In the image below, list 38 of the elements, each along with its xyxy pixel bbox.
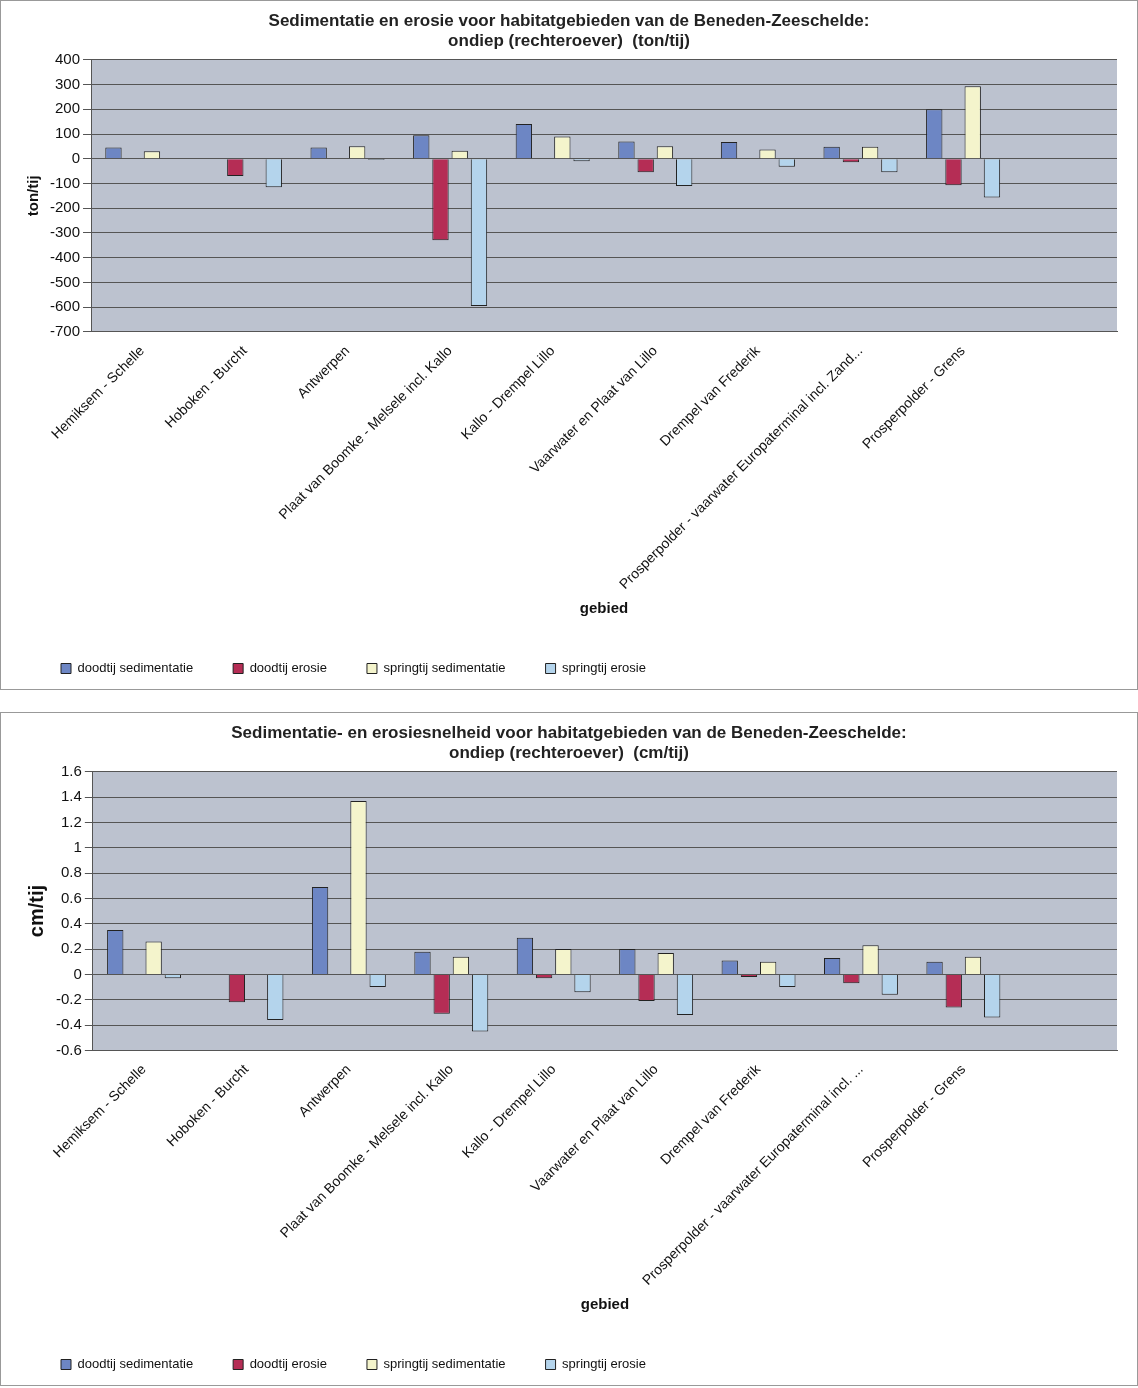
y-tick-label: -0.6	[55, 1040, 82, 1058]
y-tick-label: 1.4	[60, 787, 82, 805]
x-axis-title: gebied	[580, 1295, 630, 1313]
y-tick-label: 0.8	[60, 863, 82, 881]
y-tick-label: 400	[54, 49, 81, 67]
legend-label: springtij erosie	[562, 660, 646, 676]
y-tick-label: -400	[49, 247, 81, 265]
y-tick-label: 200	[54, 99, 81, 117]
y-tick-label: 0	[73, 964, 82, 982]
legend-label: doodtij sedimentatie	[77, 660, 194, 676]
y-tick-label: 1.6	[60, 761, 82, 779]
y-tick-label: 300	[54, 74, 81, 92]
legend-label: springtij sedimentatie	[383, 660, 506, 676]
y-tick-label: -300	[49, 223, 81, 241]
chart-title: Sedimentatie en erosie voor habitatgebieden van de Beneden-Zeeschelde: ondiep (rechteroever) (ton/tij)	[268, 10, 870, 51]
y-tick-label: -500	[49, 272, 81, 290]
y-tick-label: 0.4	[60, 913, 82, 931]
y-tick-label: 100	[54, 124, 81, 142]
y-tick-label: 0	[71, 148, 81, 166]
y-axis-title: ton/tij	[24, 175, 42, 217]
y-tick-label: 1	[73, 837, 82, 855]
y-tick-label: 0.2	[60, 939, 82, 957]
legend-label: doodtij sedimentatie	[77, 1356, 194, 1372]
y-tick-label: -0.2	[55, 989, 82, 1007]
y-tick-label: -0.4	[55, 1015, 82, 1033]
legend-label: doodtij erosie	[249, 660, 327, 676]
x-axis-title: gebied	[579, 599, 629, 617]
y-axis-title: cm/tij	[24, 884, 47, 938]
y-tick-label: -100	[49, 173, 81, 191]
y-tick-label: -600	[49, 297, 81, 315]
y-tick-label: -700	[49, 322, 81, 340]
y-tick-label: 1.2	[60, 812, 82, 830]
y-tick-label: 0.6	[60, 888, 82, 906]
y-tick-label: -200	[49, 198, 81, 216]
chart-title: Sedimentatie- en erosiesnelheid voor habitatgebieden van de Beneden-Zeeschelde: ondiep (rechteroever) (cm/tij)	[231, 722, 907, 763]
legend-label: springtij erosie	[562, 1356, 646, 1372]
legend-label: springtij sedimentatie	[383, 1356, 506, 1372]
legend-label: doodtij erosie	[249, 1356, 327, 1372]
